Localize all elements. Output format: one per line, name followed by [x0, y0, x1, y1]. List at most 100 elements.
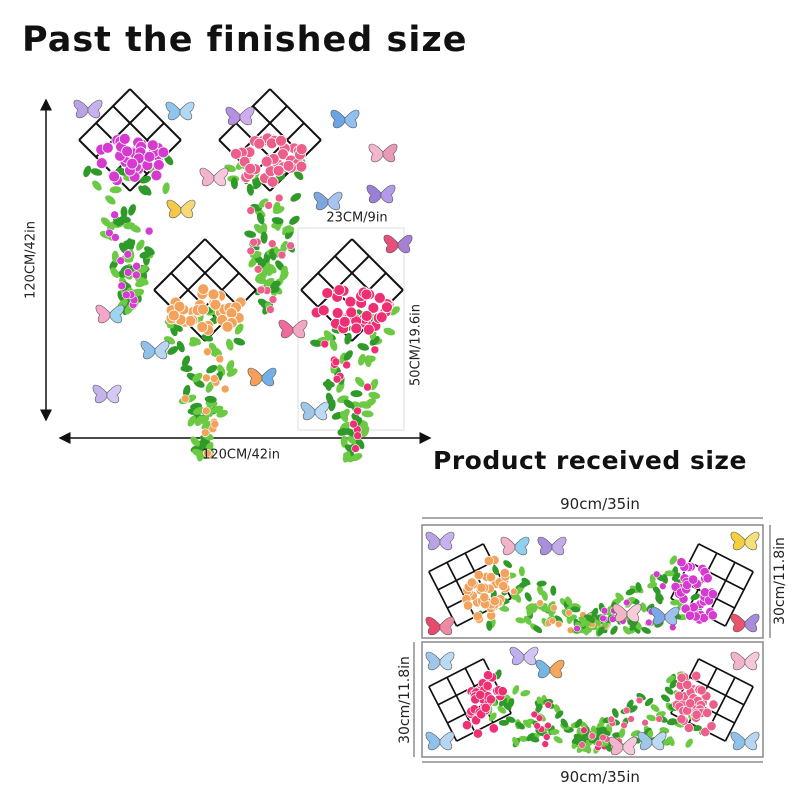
flower — [363, 382, 372, 392]
leaf — [266, 264, 275, 276]
flower — [676, 672, 687, 683]
flower — [201, 406, 211, 416]
leaf — [580, 616, 587, 628]
panel1-width-label: 90cm/35in — [560, 495, 640, 513]
flower — [321, 287, 334, 299]
flower — [349, 419, 358, 429]
panel1-height-label: 30cm/11.8in — [772, 537, 788, 625]
flower — [550, 604, 558, 612]
flower — [488, 723, 499, 734]
flower — [197, 303, 209, 316]
grid-line — [187, 255, 240, 308]
leaf — [507, 698, 515, 708]
butterfly-wing — [514, 536, 530, 556]
butterfly-wing — [744, 651, 760, 671]
flower — [607, 715, 615, 724]
leaf — [230, 177, 238, 190]
flower — [215, 354, 225, 364]
flower — [210, 419, 220, 429]
leaf — [690, 593, 701, 601]
leaf — [519, 580, 529, 588]
flower — [277, 250, 287, 260]
leaf — [499, 605, 510, 612]
flower — [268, 295, 278, 304]
flower — [480, 702, 491, 713]
butterfly-wing — [383, 234, 399, 254]
butterfly-wing — [537, 536, 553, 556]
flower — [253, 264, 263, 274]
piece-height-label: 50CM/19.6in — [408, 303, 424, 387]
flower — [645, 618, 653, 627]
grid-line — [437, 561, 494, 591]
flower — [105, 228, 114, 238]
leaf — [192, 448, 204, 457]
butterfly-wing — [278, 319, 294, 339]
butterfly-wing — [368, 143, 384, 163]
leaf — [167, 346, 179, 355]
butterfly-wing — [344, 109, 360, 129]
leaf — [512, 685, 520, 695]
butterfly-wing — [730, 731, 746, 751]
butterfly-wing — [109, 304, 125, 324]
butterfly-wing — [744, 531, 760, 551]
butterfly-wing — [425, 731, 441, 751]
flower — [200, 428, 210, 437]
leaf — [128, 204, 136, 216]
butterfly-wing — [366, 184, 382, 204]
butterfly-wing — [166, 199, 182, 219]
leaf — [205, 381, 214, 393]
flower — [600, 607, 609, 615]
flower — [472, 611, 483, 622]
leaf — [361, 410, 374, 418]
butterfly-wing — [551, 536, 567, 556]
leaf — [290, 192, 302, 202]
leaf — [533, 625, 543, 634]
flower — [220, 384, 230, 394]
flower — [118, 132, 131, 145]
flower — [702, 573, 713, 584]
leaf — [260, 222, 268, 235]
flower — [132, 270, 141, 280]
flower — [209, 298, 222, 311]
panel-basket-magenta — [571, 543, 754, 637]
flower — [351, 444, 360, 453]
grid-line — [724, 686, 754, 742]
flower — [332, 374, 342, 384]
flower — [350, 322, 363, 335]
flower — [707, 610, 718, 621]
flower — [111, 233, 120, 242]
leaf — [622, 625, 631, 635]
leaf — [550, 585, 557, 596]
leaf — [667, 736, 675, 747]
butterfly-wing — [327, 191, 343, 211]
grid-line — [724, 571, 754, 627]
leaf — [652, 585, 661, 595]
flower — [267, 239, 277, 249]
width-label: 120CM/42in — [202, 447, 280, 463]
butterfly — [730, 613, 760, 633]
leaf — [596, 727, 607, 734]
flower — [599, 733, 607, 742]
butterfly — [225, 106, 255, 126]
flower — [659, 582, 667, 590]
hanging-basket-pink — [218, 88, 322, 315]
flower — [684, 610, 695, 621]
flower — [286, 241, 295, 250]
flower — [691, 709, 702, 720]
leaf — [565, 596, 573, 607]
flower — [489, 596, 500, 607]
leaf — [193, 407, 205, 415]
butterfly — [166, 199, 196, 219]
leaf — [370, 378, 379, 391]
leaf — [549, 729, 560, 736]
leaf — [322, 380, 335, 388]
butterfly-wing — [213, 167, 229, 187]
butterfly — [730, 731, 760, 751]
butterfly — [509, 646, 539, 666]
flower — [580, 726, 588, 734]
flower — [688, 574, 699, 585]
butterfly — [637, 731, 667, 751]
title-finished-size: Past the finished size — [22, 20, 468, 60]
butterfly-wing — [500, 536, 516, 556]
flower — [565, 609, 573, 617]
